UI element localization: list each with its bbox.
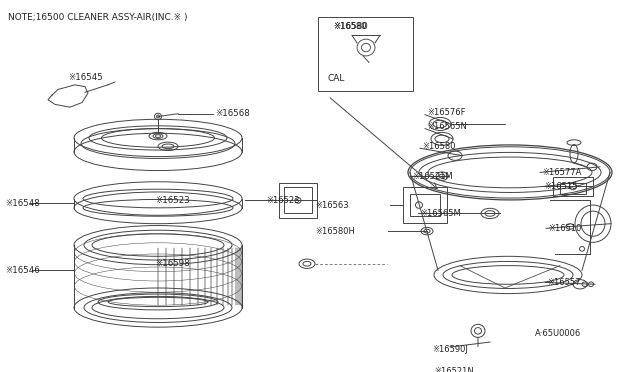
Text: A·65U0006: A·65U0006 — [535, 329, 581, 338]
Bar — [560, 183, 586, 194]
Bar — [318, 17, 413, 92]
Text: ※16523: ※16523 — [266, 196, 300, 205]
Text: ※16580: ※16580 — [333, 22, 367, 31]
Text: CAL: CAL — [328, 74, 346, 83]
Text: ※16546: ※16546 — [5, 266, 40, 275]
Text: ※16548: ※16548 — [5, 199, 40, 208]
Text: ※16598: ※16598 — [155, 259, 189, 268]
Text: ※16521M: ※16521M — [412, 171, 452, 181]
Text: ※16510: ※16510 — [548, 224, 581, 233]
Text: ※16590J: ※16590J — [432, 345, 468, 354]
Bar — [553, 177, 593, 196]
Text: ※16580: ※16580 — [333, 22, 368, 31]
Text: ※16545: ※16545 — [68, 73, 103, 82]
Text: NOTE;16500 CLEANER ASSY-AIR(INC.※ ): NOTE;16500 CLEANER ASSY-AIR(INC.※ ) — [8, 13, 188, 22]
Text: ※16565N: ※16565N — [427, 122, 467, 131]
Text: ※16521N: ※16521N — [434, 368, 474, 372]
Bar — [284, 187, 312, 214]
Bar — [410, 194, 440, 216]
Text: ※16580H: ※16580H — [315, 227, 355, 235]
Bar — [279, 183, 317, 218]
Text: ※16557: ※16557 — [547, 278, 580, 287]
Text: ※16523: ※16523 — [155, 196, 189, 205]
Text: ※16565M: ※16565M — [420, 209, 461, 218]
Text: ※16568: ※16568 — [215, 109, 250, 118]
Text: ※16580: ※16580 — [422, 142, 456, 151]
Bar — [403, 187, 447, 223]
Text: ※16515: ※16515 — [544, 182, 577, 191]
Text: ※16577A: ※16577A — [542, 168, 581, 177]
Text: ※16563: ※16563 — [315, 201, 349, 209]
Text: ※16576F: ※16576F — [427, 108, 465, 117]
